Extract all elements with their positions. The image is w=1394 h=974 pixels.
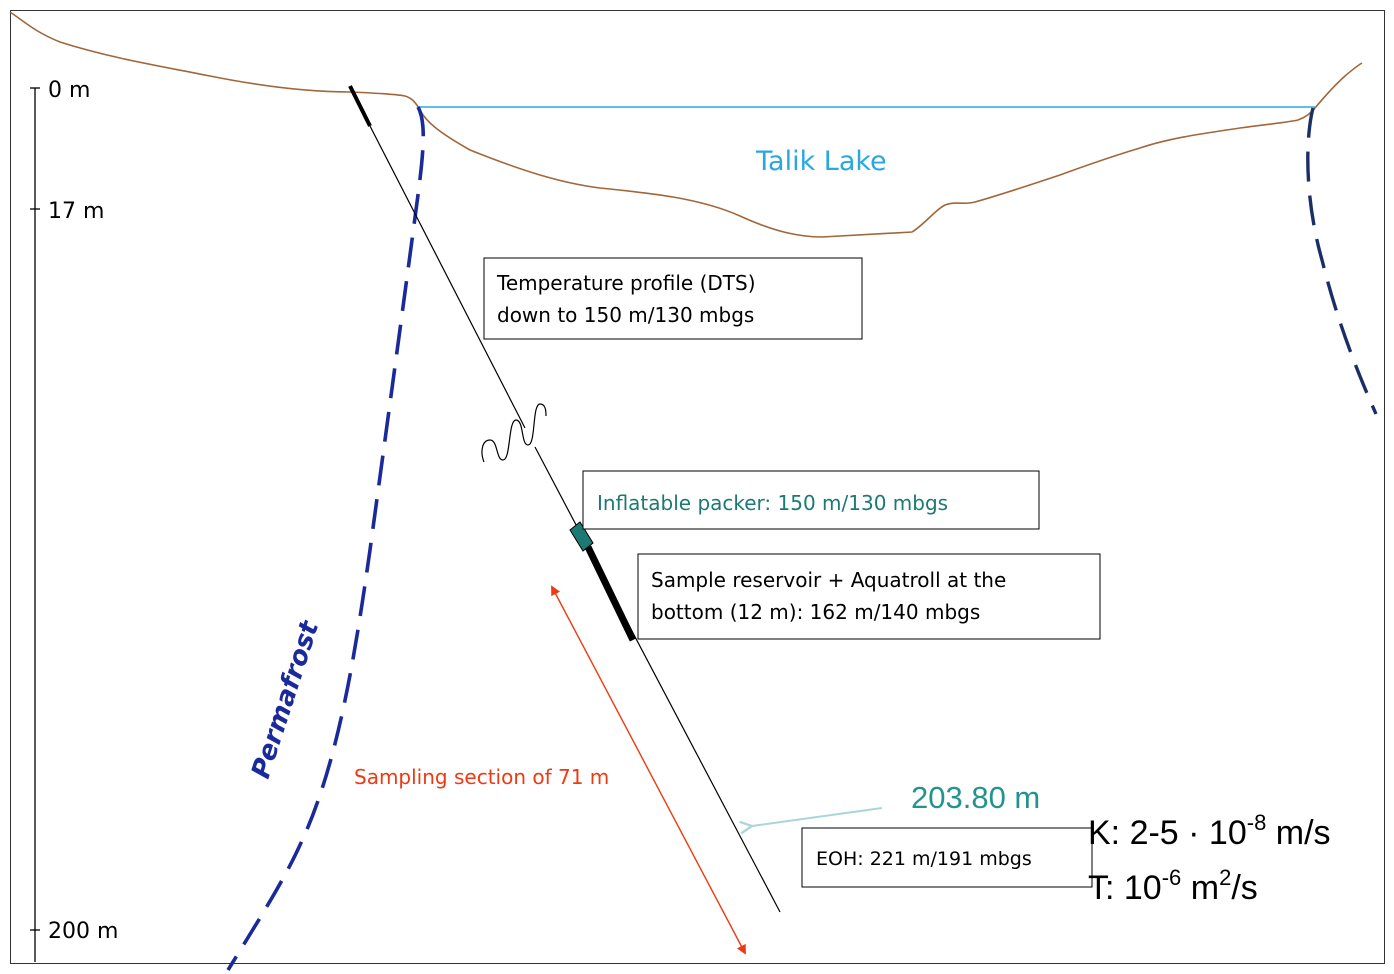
borehole-length-arrow [752, 807, 883, 826]
borehole-casing [348, 85, 372, 127]
sampling-section-label: Sampling section of 71 m [354, 765, 609, 789]
callout-dts-line2: down to 150 m/130 mbgs [497, 303, 754, 327]
depth-axis: 0 m 17 m 200 m [30, 78, 118, 962]
callout-eoh-box [801, 827, 1093, 888]
k-unit: m/s [1266, 814, 1330, 852]
borehole-break-symbol [481, 403, 547, 463]
depth-label-17: 17 m [48, 199, 104, 224]
hydraulic-conductivity: K: 2-5 · 10-8 m/s [1088, 810, 1331, 852]
callout-dts-box [483, 257, 863, 340]
depth-label-200: 200 m [48, 919, 118, 944]
inflatable-packer [569, 521, 594, 552]
t-unit-s: /s [1231, 869, 1257, 907]
t-exponent: -6 [1162, 865, 1182, 890]
callout-reservoir-line1: Sample reservoir + Aquatroll at the [651, 568, 1006, 592]
borehole-length-label: 203.80 m [911, 780, 1040, 815]
callout-dts: Temperature profile (DTS) down to 150 m/… [483, 257, 863, 340]
callout-eoh: EOH: 221 m/191 mbgs [801, 827, 1093, 888]
callout-eoh-text: EOH: 221 m/191 mbgs [816, 848, 1032, 870]
lake-label: Talik Lake [755, 146, 887, 177]
depth-label-0: 0 m [48, 78, 90, 103]
callout-reservoir-line2: bottom (12 m): 162 m/140 mbgs [651, 600, 980, 624]
callout-reservoir: Sample reservoir + Aquatroll at the bott… [637, 553, 1101, 640]
t-unit-exponent: 2 [1219, 865, 1231, 890]
callout-packer: Inflatable packer: 150 m/130 mbgs [582, 470, 1040, 530]
t-unit-m: m [1181, 869, 1219, 907]
callout-reservoir-box [637, 553, 1101, 640]
transmissivity: T: 10-6 m2/s [1088, 865, 1258, 907]
sample-reservoir-bar [584, 545, 637, 642]
k-prefix: K: 2-5 · 10 [1088, 814, 1247, 852]
borehole-trace-upper [369, 125, 526, 429]
figure-frame [10, 10, 1385, 964]
ground-surface-profile [9, 11, 1363, 238]
sampling-section-arrow [551, 585, 746, 955]
k-exponent: -8 [1247, 810, 1267, 835]
permafrost-label: Permafrost [246, 616, 325, 782]
callout-packer-text: Inflatable packer: 150 m/130 mbgs [597, 491, 948, 515]
callout-dts-line1: Temperature profile (DTS) [496, 271, 756, 295]
t-prefix: T: 10 [1088, 869, 1162, 907]
callout-packer-box [582, 470, 1040, 530]
permafrost-boundary-right [1306, 107, 1378, 415]
permafrost-boundary-left [226, 106, 425, 971]
